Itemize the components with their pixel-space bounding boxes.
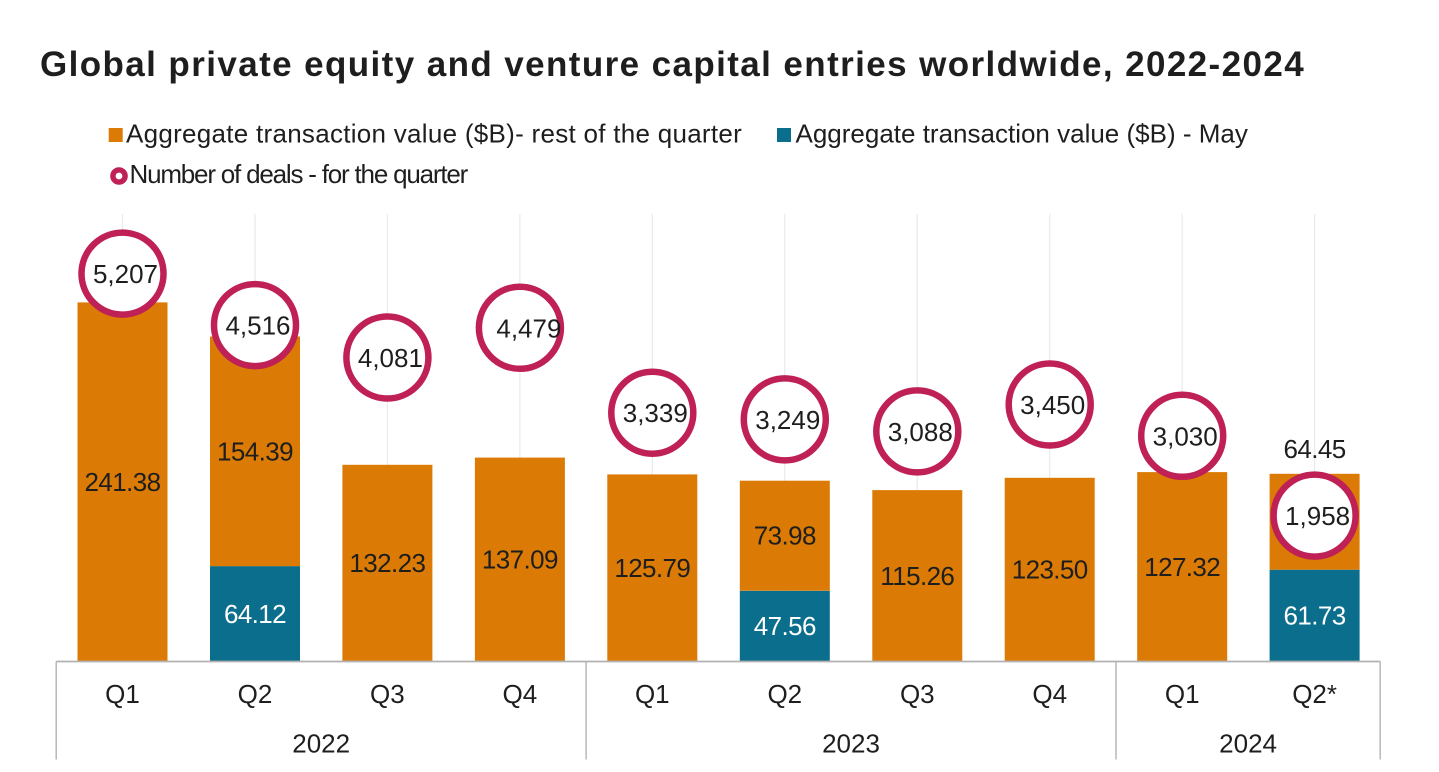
svg-text:123.50: 123.50 [1012, 555, 1088, 585]
svg-text:2022: 2022 [292, 729, 350, 759]
svg-text:3,450: 3,450 [1020, 390, 1085, 420]
svg-text:73.98: 73.98 [754, 521, 816, 551]
svg-text:5,207: 5,207 [93, 259, 158, 289]
svg-text:2024: 2024 [1219, 729, 1277, 759]
svg-text:125.79: 125.79 [614, 553, 690, 583]
svg-text:Q1: Q1 [1165, 679, 1200, 709]
svg-text:3,030: 3,030 [1153, 421, 1218, 451]
svg-text:Q2*: Q2* [1292, 679, 1337, 709]
svg-text:Number of deals - for the quar: Number of deals - for the quarter [130, 159, 469, 189]
svg-text:Q3: Q3 [900, 679, 935, 709]
svg-text:127.32: 127.32 [1144, 552, 1220, 582]
svg-text:Q4: Q4 [1032, 679, 1067, 709]
svg-text:Q2: Q2 [238, 679, 273, 709]
svg-text:115.26: 115.26 [880, 561, 954, 591]
svg-text:Q1: Q1 [105, 679, 140, 709]
svg-text:Q2: Q2 [767, 679, 802, 709]
svg-text:64.12: 64.12 [224, 599, 286, 629]
svg-text:4,516: 4,516 [225, 311, 290, 341]
svg-text:Global private equity and vent: Global private equity and venture capita… [40, 45, 1305, 84]
svg-text:3,249: 3,249 [755, 405, 820, 435]
svg-text:Q3: Q3 [370, 679, 405, 709]
svg-text:4,081: 4,081 [358, 343, 423, 373]
svg-text:Aggregate transaction value ($: Aggregate transaction value ($B) - May [796, 119, 1248, 149]
svg-text:47.56: 47.56 [754, 611, 816, 641]
svg-text:3,339: 3,339 [623, 398, 688, 428]
svg-text:1,958: 1,958 [1285, 501, 1350, 531]
svg-text:61.73: 61.73 [1284, 601, 1346, 631]
svg-text:3,088: 3,088 [888, 417, 953, 447]
svg-text:Aggregate transaction value ($: Aggregate transaction value ($B)- rest o… [126, 119, 742, 149]
svg-text:241.38: 241.38 [85, 467, 161, 497]
svg-text:4,479: 4,479 [496, 313, 561, 343]
svg-text:Q1: Q1 [635, 679, 670, 709]
svg-text:64.45: 64.45 [1284, 434, 1346, 464]
svg-text:137.09: 137.09 [482, 545, 558, 575]
svg-text:132.23: 132.23 [349, 548, 425, 578]
svg-text:154.39: 154.39 [217, 436, 293, 466]
svg-text:Q4: Q4 [503, 679, 538, 709]
svg-text:2023: 2023 [822, 729, 880, 759]
